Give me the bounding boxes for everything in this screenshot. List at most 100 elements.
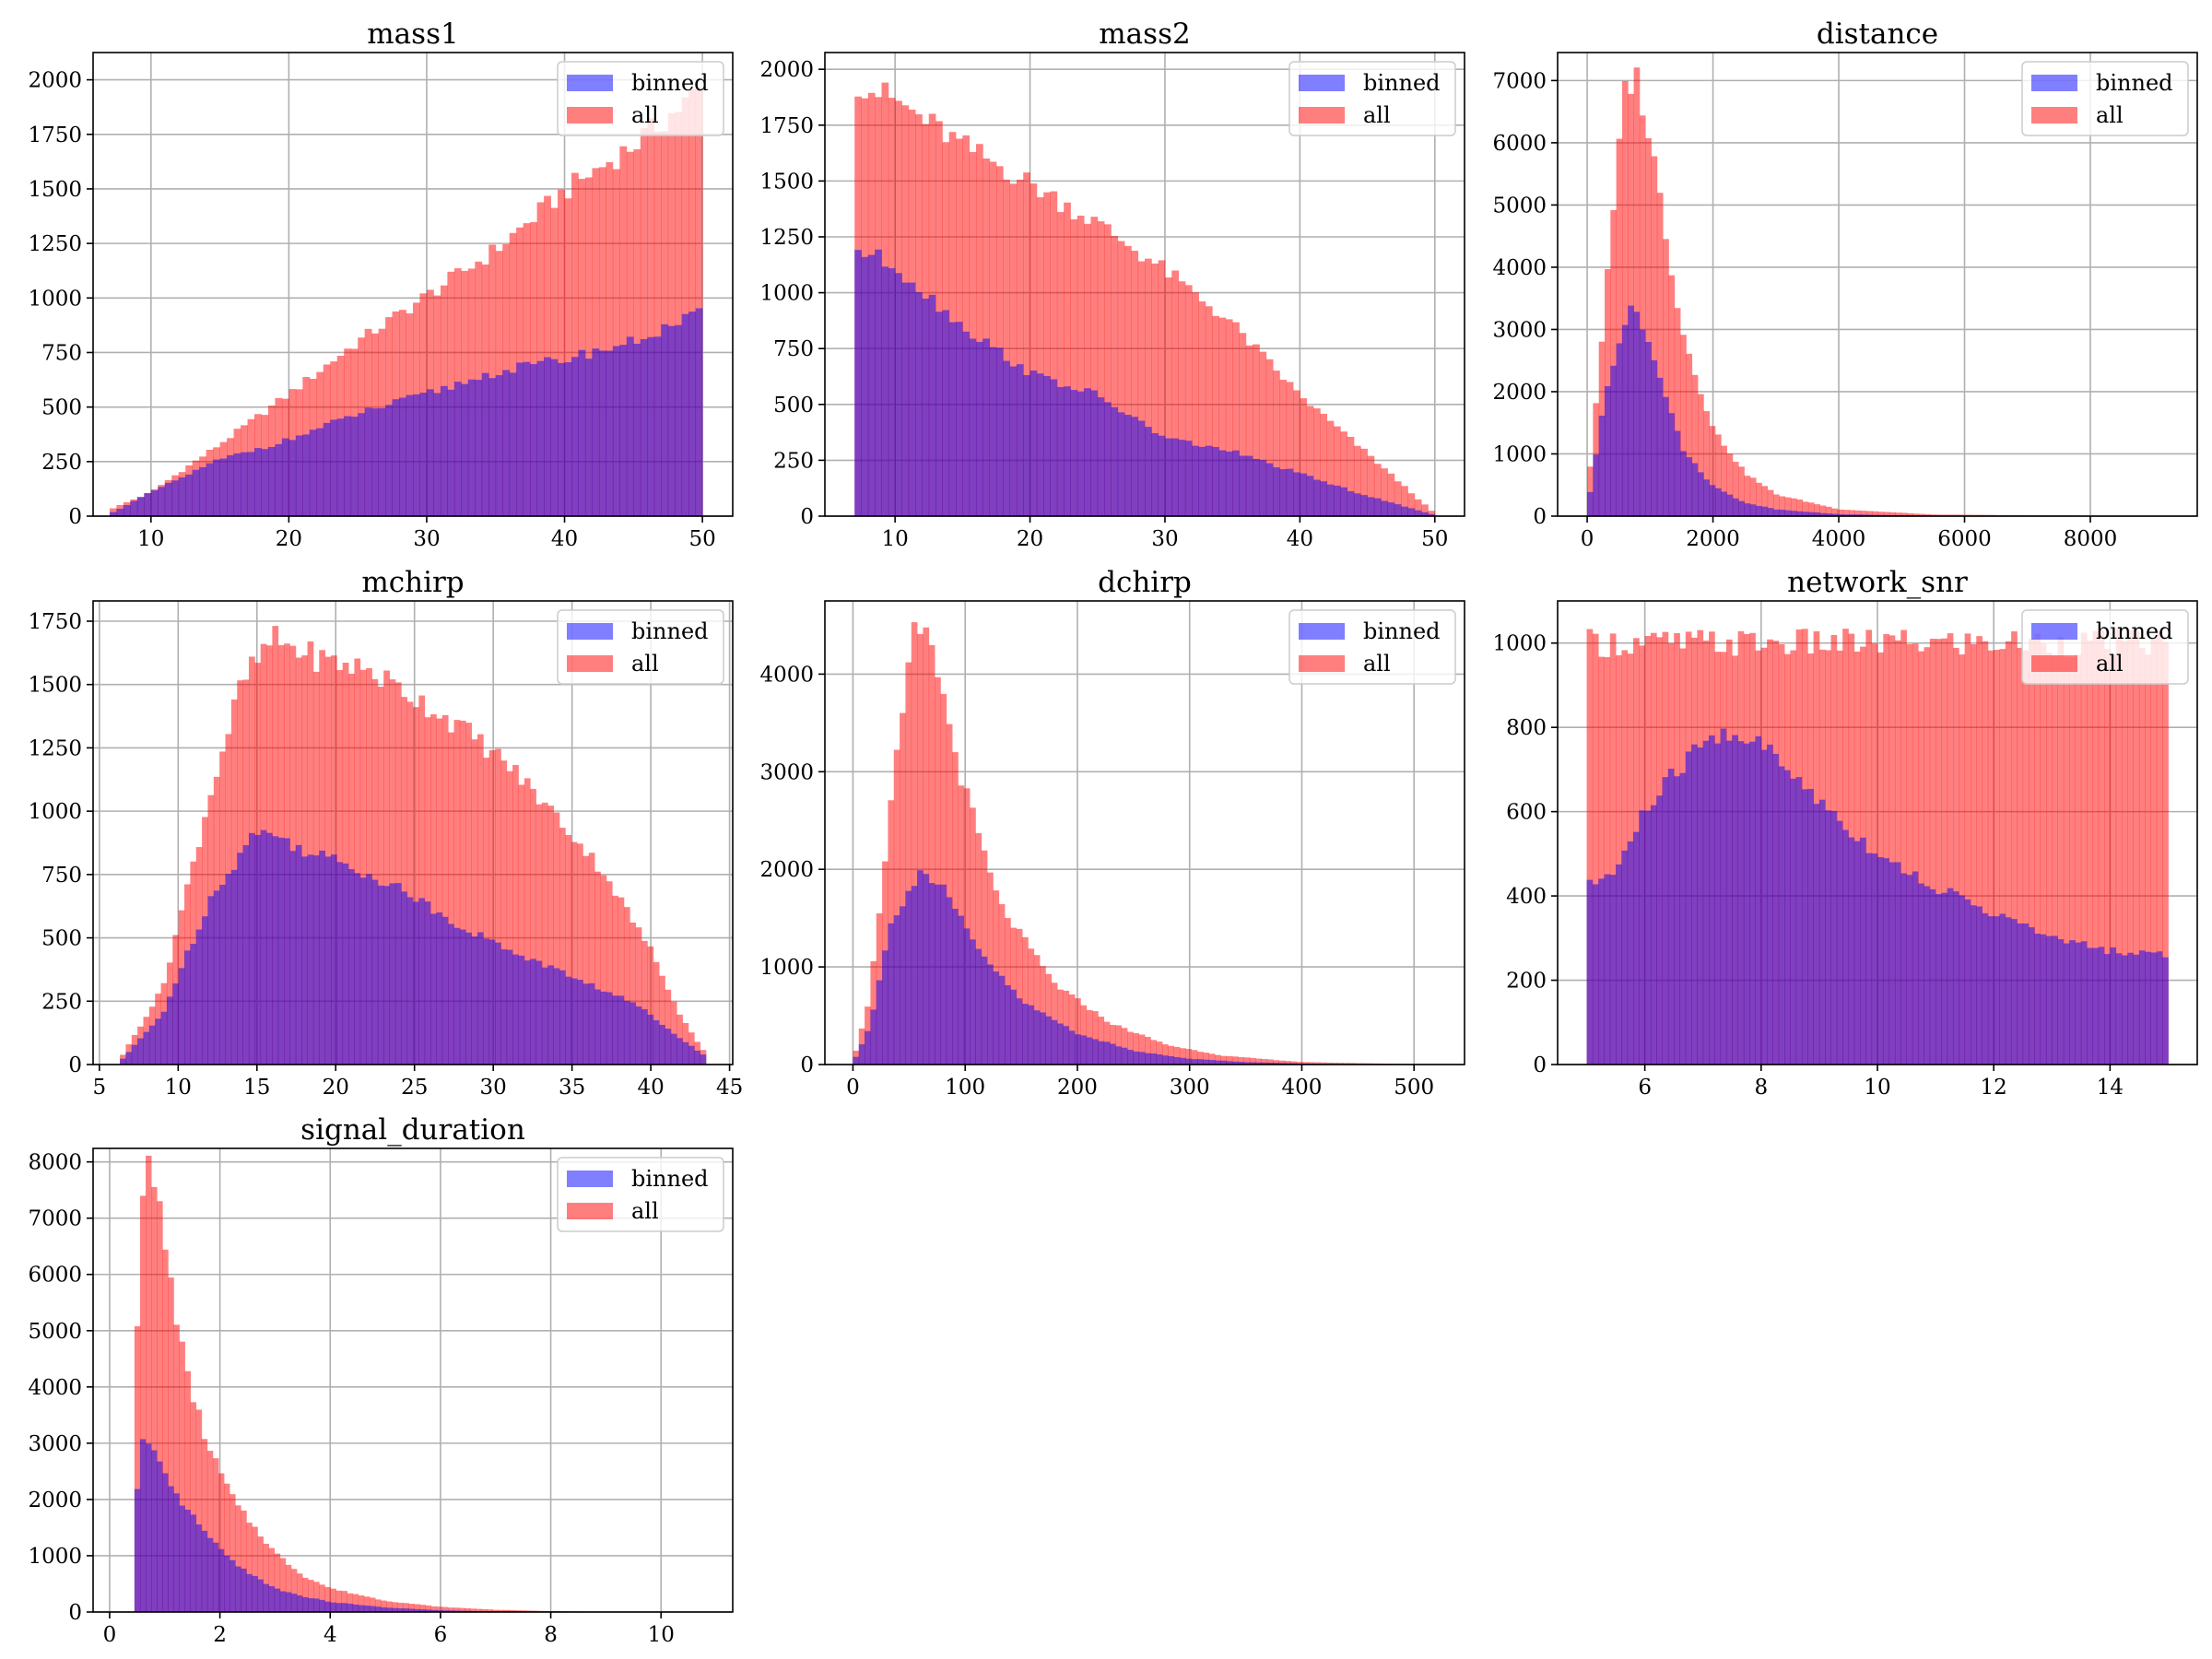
bar-all xyxy=(1883,633,1890,1065)
histogram-panel-mchirp: 5 10 15 20 25 30 35 40 45 0 250 500 750 1000 1250 1500 1… xyxy=(28,566,743,1100)
bar-all xyxy=(1084,223,1091,517)
bar-binned xyxy=(369,1606,376,1612)
bar-binned xyxy=(969,338,977,516)
bar-all xyxy=(394,682,402,1065)
bar-binned xyxy=(461,383,469,516)
bar-binned xyxy=(206,463,214,516)
bar-all xyxy=(1131,251,1139,516)
bar-binned xyxy=(1795,777,1803,1065)
y-tick-label: 500 xyxy=(41,927,82,951)
y-tick-label: 1000 xyxy=(1492,442,1547,466)
bar-all xyxy=(414,1604,420,1612)
bar-binned xyxy=(342,863,349,1065)
bar-all xyxy=(1353,445,1361,516)
bar-all xyxy=(1278,1060,1286,1065)
bar-binned xyxy=(1854,514,1862,516)
bar-binned xyxy=(453,382,462,516)
bar-binned xyxy=(190,943,197,1065)
bar-all xyxy=(1255,1058,1263,1065)
legend: binned all xyxy=(557,1157,724,1232)
bar-binned xyxy=(1208,1060,1216,1065)
bar-all xyxy=(1208,1053,1216,1065)
bar-binned xyxy=(1656,377,1664,516)
bar-binned xyxy=(285,1592,292,1612)
bar-all xyxy=(1158,260,1166,516)
bar-binned xyxy=(1605,385,1611,516)
bar-all xyxy=(1279,380,1288,516)
bar-binned xyxy=(441,916,449,1065)
bar-all xyxy=(139,1195,147,1612)
y-tick-label: 250 xyxy=(773,449,814,473)
bar-binned xyxy=(1691,744,1698,1065)
legend-label-binned: binned xyxy=(2096,70,2173,96)
y-tick-label: 3000 xyxy=(1492,318,1547,342)
bar-binned xyxy=(1043,375,1051,516)
bar-binned xyxy=(406,394,414,516)
bar-binned xyxy=(1115,1046,1123,1065)
bar-all xyxy=(1319,1062,1326,1065)
bar-all xyxy=(1218,317,1227,516)
bar-all xyxy=(1333,426,1341,516)
bar-all xyxy=(1290,1061,1298,1065)
x-tick-label: 25 xyxy=(401,1076,428,1100)
bar-binned xyxy=(2080,941,2088,1065)
bar-all xyxy=(1918,513,1925,516)
bar-binned xyxy=(1610,365,1618,516)
bar-binned xyxy=(1131,417,1139,516)
bar-binned xyxy=(1063,1026,1070,1065)
bar-all xyxy=(168,1277,174,1612)
bar-all xyxy=(2040,643,2047,1065)
bar-binned xyxy=(506,949,513,1065)
bar-all xyxy=(1092,1011,1099,1065)
histogram-panel-signal_duration: 0 2 4 6 8 10 0 1000 2000 3000 4000 5000 6000 7000 8000… xyxy=(28,1113,734,1647)
bar-binned xyxy=(397,1608,404,1612)
bar-binned xyxy=(125,1052,133,1065)
bar-binned xyxy=(1860,514,1867,516)
bar-all xyxy=(559,828,566,1065)
bar-binned xyxy=(207,896,215,1065)
bar-all xyxy=(2063,656,2070,1065)
bar-binned xyxy=(598,350,606,516)
y-tick-label: 800 xyxy=(1506,716,1547,740)
x-tick-label: 30 xyxy=(413,527,440,551)
bar-all xyxy=(1156,1041,1163,1065)
bar-all xyxy=(179,1341,185,1612)
bar-binned xyxy=(1767,508,1774,516)
bar-binned xyxy=(1668,413,1676,516)
bar-all xyxy=(598,167,606,517)
bar-binned xyxy=(1633,831,1640,1065)
bar-all xyxy=(1308,1062,1315,1065)
bar-binned xyxy=(350,417,359,516)
bar-all xyxy=(681,97,689,517)
bar-all xyxy=(1198,301,1206,516)
bar-binned xyxy=(619,345,628,516)
bar-all xyxy=(324,1587,331,1612)
bar-all xyxy=(2121,641,2128,1065)
bar-binned xyxy=(1184,441,1193,516)
bar-all xyxy=(2127,629,2134,1065)
bar-binned xyxy=(1679,772,1687,1065)
bar-binned xyxy=(500,949,508,1065)
bar-binned xyxy=(571,357,579,516)
bar-all xyxy=(498,1609,505,1612)
bar-binned xyxy=(512,954,519,1065)
bar-all xyxy=(492,1609,499,1612)
bar-binned xyxy=(1773,509,1780,516)
bar-all xyxy=(1265,359,1274,516)
bar-all xyxy=(506,771,513,1065)
bar-all xyxy=(2011,631,2018,1065)
bar-binned xyxy=(386,1607,393,1612)
bar-binned xyxy=(477,932,484,1065)
x-tick-label: 40 xyxy=(637,1076,664,1100)
bar-binned xyxy=(2045,935,2053,1065)
bar-binned xyxy=(867,254,876,516)
bar-binned xyxy=(1253,458,1260,516)
bar-all xyxy=(1293,390,1300,516)
bar-binned xyxy=(281,438,289,516)
bar-all xyxy=(565,834,572,1065)
bar-binned xyxy=(224,1555,230,1612)
bar-all xyxy=(2075,654,2082,1065)
bar-binned xyxy=(1205,445,1213,516)
x-tick-label: 20 xyxy=(276,527,302,551)
bar-all xyxy=(2098,630,2105,1065)
